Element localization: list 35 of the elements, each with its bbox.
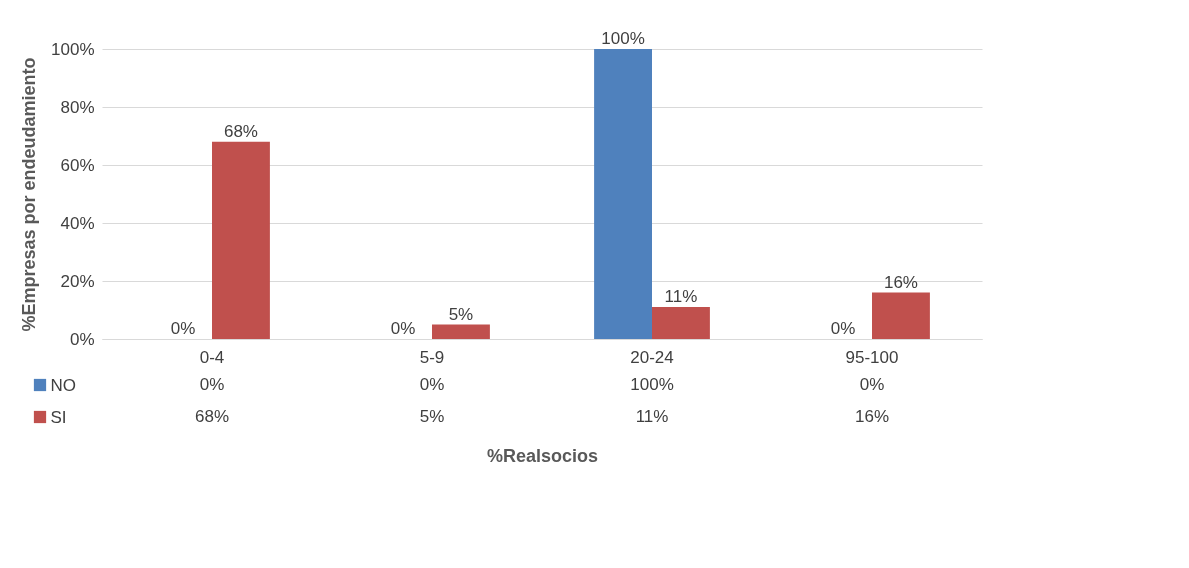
text: 16% [883, 272, 918, 292]
data-label: 11% [635, 407, 669, 426]
x-tick-label: 20-24 [630, 347, 674, 367]
text: 11% [664, 287, 698, 307]
bar [872, 292, 930, 339]
bar [652, 307, 710, 339]
x-tick-label: 95-100 [845, 347, 899, 367]
text: 0% [390, 319, 416, 338]
data-label: 0% [199, 375, 225, 394]
legend-label: NO [50, 375, 76, 395]
y-axis-title: %Empresas por endeudamiento [19, 57, 40, 332]
x-axis-title: %Realsocios [486, 445, 599, 466]
data-label: 5% [419, 407, 445, 426]
x-tick-label: 5-9 [419, 347, 445, 367]
y-tick-label: 60% [60, 155, 95, 175]
bar [594, 49, 652, 339]
y-tick-label: 80% [60, 97, 95, 117]
y-tick-label: 20% [60, 271, 95, 291]
y-tick-label: 100% [51, 39, 95, 59]
text: 100% [601, 29, 645, 48]
data-label: 100% [630, 375, 674, 394]
data-label: 16% [854, 407, 890, 426]
bar [432, 324, 490, 339]
data-label: 0% [859, 375, 885, 394]
y-tick-label: 0% [69, 329, 95, 349]
y-tick-label: 40% [60, 213, 95, 233]
text: 0% [170, 319, 196, 338]
text: 0% [830, 319, 856, 338]
text: 5% [448, 304, 474, 324]
x-tick-label: 0-4 [199, 347, 225, 367]
data-label: 68% [194, 407, 230, 426]
bar [212, 141, 270, 339]
data-label: 0% [419, 375, 445, 394]
text: 68% [223, 121, 258, 141]
legend-label: SI [50, 407, 67, 427]
